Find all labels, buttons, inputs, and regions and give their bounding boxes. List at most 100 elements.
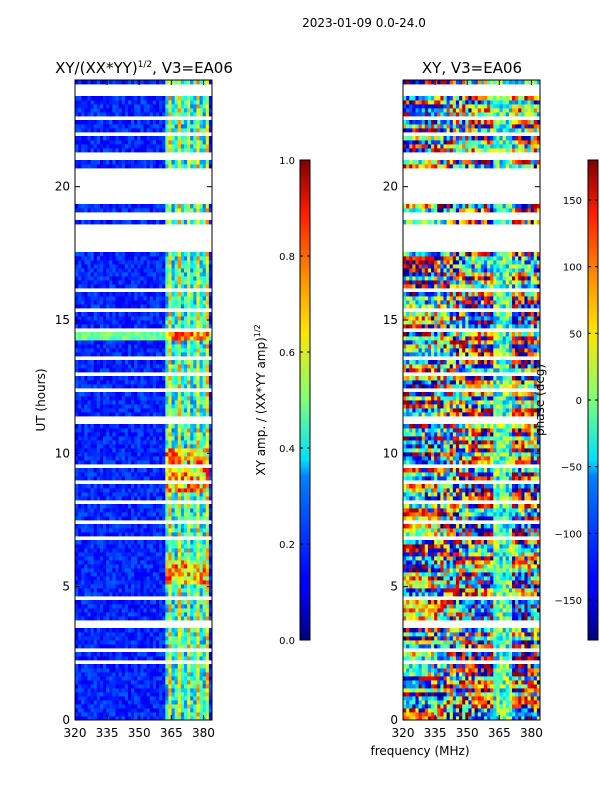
heatmap-cell bbox=[90, 468, 95, 473]
heatmap-cell bbox=[146, 340, 151, 345]
heatmap-cell bbox=[75, 296, 79, 301]
heatmap-cell bbox=[115, 652, 119, 657]
heatmap-cell bbox=[205, 404, 210, 409]
heatmap-cell bbox=[140, 304, 144, 309]
heatmap-cell bbox=[208, 384, 213, 389]
heatmap-cell bbox=[103, 700, 107, 705]
heatmap-cell bbox=[93, 532, 98, 537]
heatmap-cell bbox=[121, 208, 126, 213]
heatmap-cell bbox=[202, 408, 207, 413]
heatmap-cell bbox=[171, 412, 176, 417]
heatmap-cell bbox=[165, 444, 169, 449]
heatmap-cell bbox=[199, 444, 204, 449]
heatmap-cell bbox=[193, 676, 197, 681]
heatmap-cell bbox=[75, 368, 79, 373]
heatmap-cell bbox=[165, 280, 169, 285]
heatmap-cell bbox=[171, 488, 176, 493]
heatmap-cell bbox=[106, 348, 110, 353]
heatmap-cell bbox=[121, 392, 126, 397]
heatmap-cell bbox=[155, 320, 160, 325]
heatmap-cell bbox=[152, 588, 157, 593]
heatmap-cell bbox=[109, 380, 113, 385]
heatmap-cell bbox=[171, 608, 176, 613]
heatmap-cell bbox=[146, 252, 151, 257]
heatmap-cell bbox=[190, 256, 194, 261]
heatmap-cell bbox=[124, 612, 129, 617]
heatmap-cell bbox=[143, 580, 148, 585]
heatmap-cell bbox=[190, 264, 194, 269]
heatmap-cell bbox=[112, 556, 116, 561]
heatmap-cell bbox=[87, 112, 91, 117]
heatmap-cell bbox=[81, 496, 85, 501]
heatmap-cell bbox=[146, 436, 151, 441]
heatmap-cell bbox=[152, 408, 157, 413]
heatmap-cell bbox=[109, 340, 113, 345]
heatmap-cell bbox=[199, 440, 204, 445]
heatmap-cell bbox=[134, 220, 138, 225]
heatmap-cell bbox=[124, 484, 129, 489]
heatmap-cell bbox=[106, 148, 110, 153]
heatmap-cell bbox=[180, 136, 185, 141]
heatmap-cell bbox=[165, 144, 169, 149]
heatmap-cell bbox=[168, 484, 172, 489]
heatmap-cell bbox=[112, 528, 116, 533]
heatmap-cell bbox=[87, 524, 91, 529]
heatmap-cell bbox=[177, 592, 182, 597]
heatmap-cell bbox=[174, 552, 179, 557]
heatmap-cell bbox=[193, 368, 197, 373]
heatmap-cell bbox=[208, 436, 213, 441]
heatmap-cell bbox=[165, 628, 169, 633]
heatmap-cell bbox=[87, 644, 91, 649]
heatmap-cell bbox=[84, 512, 88, 517]
heatmap-cell bbox=[149, 704, 154, 709]
heatmap-cell bbox=[84, 668, 88, 673]
heatmap-cell bbox=[155, 640, 160, 645]
heatmap-cell bbox=[96, 708, 101, 713]
heatmap-cell bbox=[87, 688, 91, 693]
heatmap-cell bbox=[118, 484, 123, 489]
heatmap-cell bbox=[99, 640, 104, 645]
heatmap-cell bbox=[152, 360, 157, 365]
heatmap-cell bbox=[149, 492, 154, 497]
heatmap-cell bbox=[99, 108, 104, 113]
heatmap-cell bbox=[146, 496, 151, 501]
heatmap-cell bbox=[134, 252, 138, 257]
heatmap-cell bbox=[134, 360, 138, 365]
heatmap-cell bbox=[183, 364, 188, 369]
heatmap-cell bbox=[78, 568, 82, 573]
heatmap-cell bbox=[187, 588, 191, 593]
heatmap-cell bbox=[99, 400, 104, 405]
heatmap-cell bbox=[196, 652, 200, 657]
heatmap-cell bbox=[134, 532, 138, 537]
heatmap-cell bbox=[109, 124, 113, 129]
heatmap-cell bbox=[149, 552, 154, 557]
heatmap-cell bbox=[81, 716, 85, 721]
heatmap-cell bbox=[115, 588, 119, 593]
heatmap-cell bbox=[93, 560, 98, 565]
heatmap-cell bbox=[134, 552, 138, 557]
heatmap-cell bbox=[196, 484, 200, 489]
heatmap-cell bbox=[78, 604, 82, 609]
heatmap-cell bbox=[165, 548, 169, 553]
heatmap-cell bbox=[165, 640, 169, 645]
heatmap-cell bbox=[81, 692, 85, 697]
heatmap-cell bbox=[121, 496, 126, 501]
heatmap-cell bbox=[115, 488, 119, 493]
heatmap-cell bbox=[205, 604, 210, 609]
heatmap-cell bbox=[103, 552, 107, 557]
heatmap-cell bbox=[202, 692, 207, 697]
heatmap-cell bbox=[187, 432, 191, 437]
heatmap-cell bbox=[159, 436, 163, 441]
heatmap-cell bbox=[162, 396, 166, 401]
heatmap-cell bbox=[78, 684, 82, 689]
heatmap-cell bbox=[90, 260, 95, 265]
heatmap-cell bbox=[118, 448, 123, 453]
heatmap-cell bbox=[109, 492, 113, 497]
heatmap-cell bbox=[84, 304, 88, 309]
heatmap-cell bbox=[205, 664, 210, 669]
heatmap-cell bbox=[171, 264, 176, 269]
heatmap-cell bbox=[93, 664, 98, 669]
heatmap-cell bbox=[90, 324, 95, 329]
heatmap-cell bbox=[87, 144, 91, 149]
heatmap-cell bbox=[124, 456, 129, 461]
